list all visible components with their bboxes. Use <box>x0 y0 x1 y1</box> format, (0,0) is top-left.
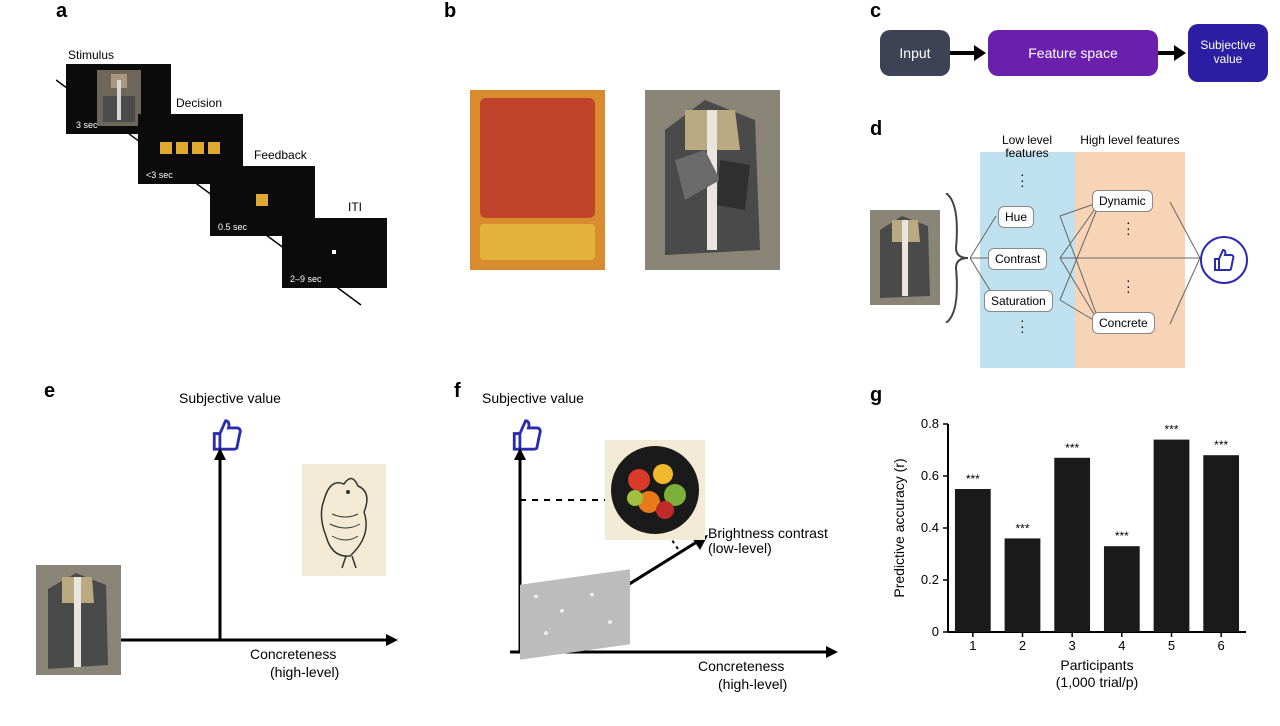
svg-text:0.4: 0.4 <box>921 520 939 535</box>
panel-c: Input Feature space Subjective value <box>880 20 1250 100</box>
low-box-contrast: Contrast <box>988 248 1047 270</box>
panel-d-input-img <box>870 210 940 305</box>
f-zlabel: Brightness contrast (low-level) <box>708 526 828 557</box>
g-chart-svg: 0 0.2 0.4 0.6 0.8 *** 1 *** 2 *** 3 *** 4 *** 5 *** 6 Par… <box>886 410 1256 690</box>
flow-input: Input <box>880 30 950 76</box>
dots-high-top: ··· <box>1126 220 1131 237</box>
f-fruit <box>605 440 705 540</box>
panel-g: 0 0.2 0.4 0.6 0.8 *** 1 *** 2 *** 3 *** 4 *** 5 *** 6 Par… <box>886 410 1256 720</box>
cap-stimulus: Stimulus <box>68 48 114 62</box>
svg-text:Predictive accuracy (r): Predictive accuracy (r) <box>891 458 907 597</box>
panel-d: Low level features High level features H… <box>870 138 1260 378</box>
dots-low-bot: ··· <box>1020 318 1025 335</box>
panel-e: Subjective value Concreteness (high-leve… <box>40 400 420 710</box>
e-xsub: (high-level) <box>270 664 339 680</box>
time-stimulus: 3 sec <box>76 120 98 130</box>
svg-text:1: 1 <box>969 638 976 653</box>
svg-text:***: *** <box>1115 529 1129 543</box>
cap-decision: Decision <box>176 96 222 110</box>
slide-iti: 2–9 sec <box>282 218 387 288</box>
svg-text:0.6: 0.6 <box>921 468 939 483</box>
output-circle <box>1200 236 1248 284</box>
panel-label-a: a <box>56 0 67 23</box>
f-zlabel-1: Brightness contrast <box>708 525 828 541</box>
svg-text:6: 6 <box>1218 638 1225 653</box>
low-box-hue: Hue <box>998 206 1034 228</box>
svg-text:***: *** <box>966 472 980 486</box>
dots-high-bot: ··· <box>1126 278 1131 295</box>
svg-text:3: 3 <box>1069 638 1076 653</box>
flow-subj: Subjective value <box>1188 24 1268 82</box>
cap-iti: ITI <box>348 200 362 214</box>
brace-icon <box>942 193 972 323</box>
panel-label-g: g <box>870 384 882 407</box>
time-feedback: 0.5 sec <box>218 222 247 232</box>
high-box-concrete: Concrete <box>1092 312 1155 334</box>
e-xlabel: Concreteness <box>250 646 336 662</box>
high-box-dynamic: Dynamic <box>1092 190 1153 212</box>
svg-text:2: 2 <box>1019 638 1026 653</box>
svg-text:Participants: Participants <box>1060 657 1133 673</box>
panel-a: Stimulus 3 sec Decision <3 sec Feedback … <box>56 30 416 330</box>
f-plane <box>520 569 630 659</box>
panel-label-b: b <box>444 0 456 23</box>
highlevel-title: High level features <box>1080 134 1180 147</box>
svg-text:***: *** <box>1015 521 1029 535</box>
svg-text:0: 0 <box>932 624 939 639</box>
f-zlabel-2: (low-level) <box>708 540 772 556</box>
panel-b <box>470 90 800 290</box>
svg-text:4: 4 <box>1118 638 1125 653</box>
stimulus-thumb <box>97 70 141 126</box>
f-xsub: (high-level) <box>718 676 787 692</box>
low-box-sat: Saturation <box>984 290 1053 312</box>
svg-text:***: *** <box>1214 438 1228 452</box>
svg-text:***: *** <box>1164 423 1178 437</box>
e-chicken <box>302 464 386 576</box>
cap-feedback: Feedback <box>254 148 307 162</box>
f-xlabel: Concreteness <box>698 658 784 674</box>
painting-gris <box>645 90 780 270</box>
svg-text:0.8: 0.8 <box>921 416 939 431</box>
time-decision: <3 sec <box>146 170 173 180</box>
time-iti: 2–9 sec <box>290 274 322 284</box>
svg-text:0.2: 0.2 <box>921 572 939 587</box>
flow-feature: Feature space <box>988 30 1158 76</box>
dots-low-top: ··· <box>1020 172 1025 189</box>
svg-text:5: 5 <box>1168 638 1175 653</box>
e-painting <box>36 565 121 675</box>
panel-f: Subjective value <box>460 400 860 720</box>
painting-rothko <box>470 90 605 270</box>
svg-text:(1,000 trial/p): (1,000 trial/p) <box>1056 674 1138 690</box>
svg-text:***: *** <box>1065 441 1079 455</box>
thumbs-up-icon <box>1212 248 1236 272</box>
